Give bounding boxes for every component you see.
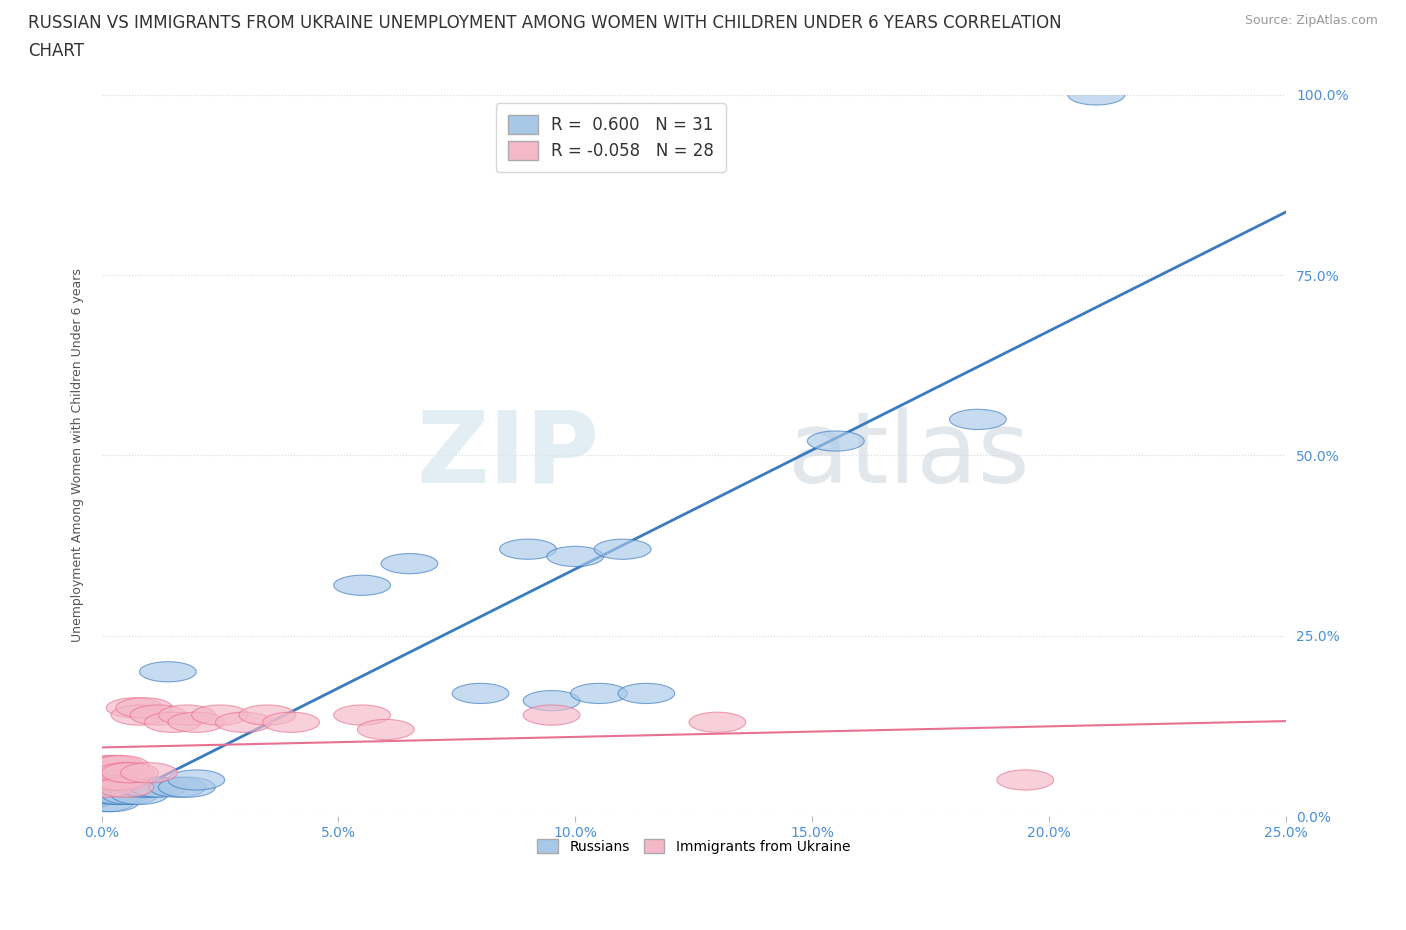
Text: Source: ZipAtlas.com: Source: ZipAtlas.com	[1244, 14, 1378, 27]
Legend: Russians, Immigrants from Ukraine: Russians, Immigrants from Ukraine	[531, 833, 856, 859]
Y-axis label: Unemployment Among Women with Children Under 6 years: Unemployment Among Women with Children U…	[72, 269, 84, 643]
Text: atlas: atlas	[789, 407, 1031, 504]
Text: RUSSIAN VS IMMIGRANTS FROM UKRAINE UNEMPLOYMENT AMONG WOMEN WITH CHILDREN UNDER : RUSSIAN VS IMMIGRANTS FROM UKRAINE UNEMP…	[28, 14, 1062, 32]
Text: ZIP: ZIP	[416, 407, 599, 504]
Text: CHART: CHART	[28, 42, 84, 60]
